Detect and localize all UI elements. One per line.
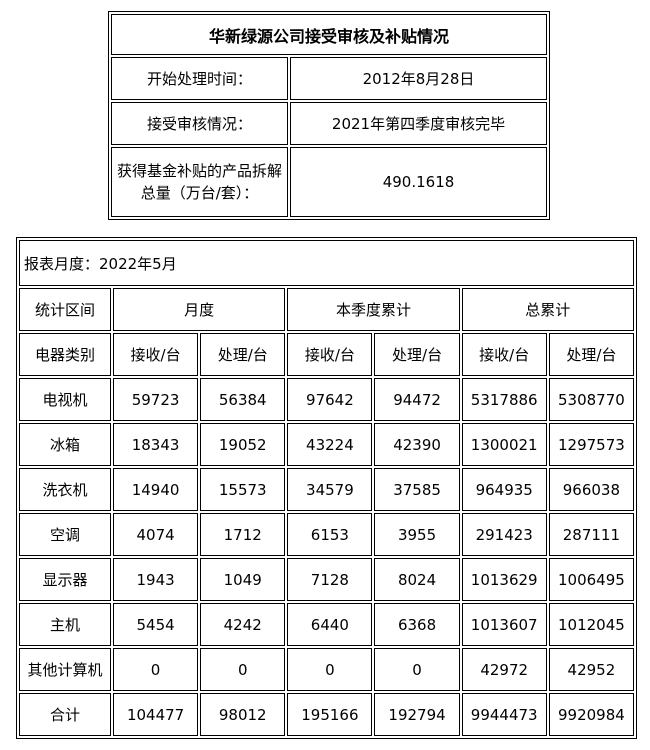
value-cell: 14940 [113, 468, 199, 511]
value-cell: 34579 [287, 468, 373, 511]
value-cell: 19052 [200, 423, 286, 466]
category-cell: 洗衣机 [19, 468, 111, 511]
table-row: 主机 5454 4242 6440 6368 1013607 1012045 [19, 603, 634, 646]
value-cell: 18343 [113, 423, 199, 466]
table-row: 合计 104477 98012 195166 192794 9944473 9920984 [19, 693, 634, 736]
sub-header: 接收/台 [287, 333, 373, 376]
value-cell: 291423 [461, 513, 547, 556]
category-cell: 主机 [19, 603, 111, 646]
summary-table: 华新绿源公司接受审核及补贴情况 开始处理时间： 2012年8月28日 接受审核情… [108, 11, 550, 220]
value-cell: 56384 [200, 378, 286, 421]
value-cell: 5317886 [461, 378, 547, 421]
value-cell: 4242 [200, 603, 286, 646]
audit-status-value: 2021年第四季度审核完毕 [290, 102, 547, 145]
start-time-value: 2012年8月28日 [290, 57, 547, 100]
category-cell: 合计 [19, 693, 111, 736]
period-quarter: 本季度累计 [287, 288, 460, 331]
value-cell: 59723 [113, 378, 199, 421]
value-cell: 15573 [200, 468, 286, 511]
dismantle-total-value: 490.1618 [290, 147, 547, 217]
sub-header: 接收/台 [461, 333, 547, 376]
period-monthly: 月度 [113, 288, 286, 331]
table-row: 洗衣机 14940 15573 34579 37585 964935 966038 [19, 468, 634, 511]
table-row: 显示器 1943 1049 7128 8024 1013629 1006495 [19, 558, 634, 601]
value-cell: 42390 [374, 423, 460, 466]
value-cell: 8024 [374, 558, 460, 601]
monthly-report-table: 报表月度：2022年5月 统计区间 月度 本季度累计 总累计 电器类别 接收/台… [16, 237, 637, 739]
sub-header: 处理/台 [374, 333, 460, 376]
value-cell: 192794 [374, 693, 460, 736]
value-cell: 94472 [374, 378, 460, 421]
sub-header: 接收/台 [113, 333, 199, 376]
value-cell: 7128 [287, 558, 373, 601]
value-cell: 4074 [113, 513, 199, 556]
summary-title: 华新绿源公司接受审核及补贴情况 [111, 14, 547, 55]
period-header: 统计区间 [19, 288, 111, 331]
value-cell: 9920984 [548, 693, 634, 736]
value-cell: 3955 [374, 513, 460, 556]
value-cell: 43224 [287, 423, 373, 466]
value-cell: 104477 [113, 693, 199, 736]
sub-header: 处理/台 [200, 333, 286, 376]
table-row: 电视机 59723 56384 97642 94472 5317886 5308770 [19, 378, 634, 421]
sub-header: 处理/台 [548, 333, 634, 376]
category-cell: 冰箱 [19, 423, 111, 466]
value-cell: 964935 [461, 468, 547, 511]
value-cell: 966038 [548, 468, 634, 511]
value-cell: 0 [113, 648, 199, 691]
table-row: 空调 4074 1712 6153 3955 291423 287111 [19, 513, 634, 556]
category-cell: 显示器 [19, 558, 111, 601]
table-row: 其他计算机 0 0 0 0 42972 42952 [19, 648, 634, 691]
value-cell: 0 [374, 648, 460, 691]
value-cell: 1013607 [461, 603, 547, 646]
value-cell: 6368 [374, 603, 460, 646]
start-time-label: 开始处理时间： [111, 57, 288, 100]
value-cell: 97642 [287, 378, 373, 421]
value-cell: 6440 [287, 603, 373, 646]
category-cell: 电视机 [19, 378, 111, 421]
value-cell: 1013629 [461, 558, 547, 601]
value-cell: 42952 [548, 648, 634, 691]
value-cell: 5308770 [548, 378, 634, 421]
report-month: 报表月度：2022年5月 [19, 240, 634, 286]
category-cell: 其他计算机 [19, 648, 111, 691]
period-total: 总累计 [461, 288, 634, 331]
value-cell: 1297573 [548, 423, 634, 466]
value-cell: 6153 [287, 513, 373, 556]
value-cell: 0 [200, 648, 286, 691]
value-cell: 37585 [374, 468, 460, 511]
value-cell: 1012045 [548, 603, 634, 646]
category-header: 电器类别 [19, 333, 111, 376]
dismantle-total-label: 获得基金补贴的产品拆解总量（万台/套）： [111, 147, 288, 217]
value-cell: 287111 [548, 513, 634, 556]
audit-status-label: 接受审核情况： [111, 102, 288, 145]
value-cell: 5454 [113, 603, 199, 646]
category-cell: 空调 [19, 513, 111, 556]
value-cell: 98012 [200, 693, 286, 736]
value-cell: 9944473 [461, 693, 547, 736]
table-row: 冰箱 18343 19052 43224 42390 1300021 1297573 [19, 423, 634, 466]
value-cell: 1006495 [548, 558, 634, 601]
value-cell: 195166 [287, 693, 373, 736]
value-cell: 0 [287, 648, 373, 691]
value-cell: 1943 [113, 558, 199, 601]
value-cell: 1049 [200, 558, 286, 601]
value-cell: 1712 [200, 513, 286, 556]
value-cell: 1300021 [461, 423, 547, 466]
value-cell: 42972 [461, 648, 547, 691]
